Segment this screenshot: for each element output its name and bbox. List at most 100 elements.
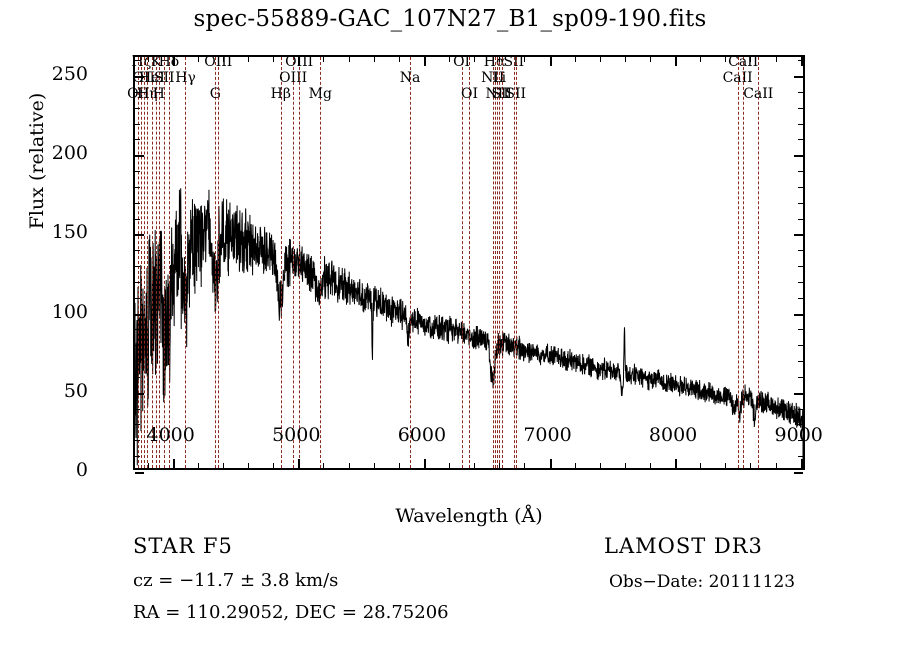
x-tick bbox=[750, 57, 752, 62]
spectral-line-label: NII bbox=[485, 86, 509, 102]
y-tick bbox=[798, 376, 803, 378]
y-tick bbox=[798, 123, 803, 125]
x-tick bbox=[172, 459, 175, 468]
spectral-line-marker bbox=[299, 57, 301, 468]
x-tick bbox=[474, 463, 476, 468]
coordinates: RA = 110.29052, DEC = 28.75206 bbox=[133, 602, 449, 623]
x-tick-label: 8000 bbox=[648, 424, 698, 446]
spectral-line-marker bbox=[497, 57, 499, 468]
spectral-line-label: Li bbox=[492, 70, 507, 86]
y-tick bbox=[135, 313, 144, 316]
spectral-line-label: SII bbox=[153, 70, 175, 86]
observation-date: Obs−Date: 20111123 bbox=[609, 572, 796, 592]
spectral-line-marker bbox=[513, 57, 515, 468]
x-tick bbox=[423, 459, 426, 468]
spectral-line-marker bbox=[151, 57, 153, 468]
y-tick bbox=[798, 424, 803, 426]
spectral-line-label: SII bbox=[491, 86, 513, 102]
x-tick bbox=[147, 463, 149, 468]
x-tick bbox=[248, 463, 250, 468]
y-tick bbox=[135, 218, 140, 220]
y-tick bbox=[135, 345, 140, 347]
x-tick bbox=[172, 57, 175, 66]
x-tick bbox=[222, 463, 224, 468]
x-tick-label: 5000 bbox=[272, 424, 321, 446]
x-tick bbox=[499, 463, 501, 468]
y-tick bbox=[135, 186, 140, 188]
spectral-line-marker bbox=[215, 57, 217, 468]
spectral-line-label: NII bbox=[481, 70, 505, 86]
y-tick bbox=[794, 234, 803, 237]
y-tick bbox=[798, 250, 803, 252]
x-tick bbox=[624, 57, 626, 62]
y-tick bbox=[135, 76, 144, 78]
spectral-line-marker bbox=[501, 57, 503, 468]
y-tick bbox=[135, 329, 140, 331]
spectral-line-marker bbox=[469, 57, 471, 468]
x-tick-label: 7000 bbox=[523, 424, 572, 446]
spectral-line-marker bbox=[461, 57, 463, 468]
x-tick bbox=[323, 57, 325, 62]
x-tick bbox=[449, 57, 451, 62]
x-tick bbox=[298, 459, 301, 468]
x-tick bbox=[197, 57, 199, 62]
y-tick bbox=[794, 76, 803, 78]
y-tick bbox=[135, 250, 140, 252]
spectral-line-label: Hβ bbox=[270, 86, 291, 102]
y-tick bbox=[794, 155, 803, 158]
y-tick bbox=[798, 281, 803, 283]
x-tick bbox=[147, 57, 149, 62]
spectral-line-label: OIII bbox=[204, 54, 233, 70]
x-tick bbox=[398, 57, 400, 62]
y-tick-label: 250 bbox=[51, 63, 88, 85]
spectral-line-label: CaII bbox=[743, 86, 774, 102]
spectral-line-label: OI bbox=[460, 86, 478, 102]
x-tick bbox=[348, 463, 350, 468]
y-tick bbox=[135, 155, 144, 158]
spectral-line-label: SII bbox=[503, 54, 525, 70]
spectral-line-label: G bbox=[209, 86, 221, 102]
x-tick bbox=[649, 57, 651, 62]
y-tick bbox=[135, 281, 140, 283]
x-tick bbox=[725, 57, 727, 62]
y-tick bbox=[798, 107, 803, 109]
x-tick-label: 9000 bbox=[774, 424, 823, 446]
x-tick bbox=[725, 463, 727, 468]
y-tick bbox=[798, 440, 803, 442]
spectral-line-marker bbox=[147, 57, 149, 468]
y-tick bbox=[798, 297, 803, 299]
x-tick bbox=[700, 57, 702, 62]
spectral-line-marker bbox=[218, 57, 220, 468]
x-tick bbox=[398, 463, 400, 468]
x-tick bbox=[599, 57, 601, 62]
spectral-line-label: OII bbox=[132, 70, 156, 86]
spectral-line-marker bbox=[410, 57, 412, 468]
y-tick bbox=[135, 376, 140, 378]
y-tick bbox=[798, 60, 803, 62]
y-tick bbox=[135, 266, 140, 268]
x-tick bbox=[499, 57, 501, 62]
spectral-line-marker bbox=[743, 57, 745, 468]
spectral-line-label: Mg bbox=[308, 86, 332, 102]
spectral-line-label: HeI bbox=[138, 70, 165, 86]
y-tick-label: 0 bbox=[75, 459, 88, 481]
y-tick bbox=[135, 139, 140, 141]
spectral-line-marker bbox=[156, 57, 158, 468]
x-tick bbox=[298, 57, 301, 66]
x-tick bbox=[700, 463, 702, 468]
spectral-line-marker bbox=[185, 57, 187, 468]
y-tick bbox=[798, 91, 803, 93]
y-tick bbox=[794, 392, 803, 395]
x-tick bbox=[624, 463, 626, 468]
spectral-line-marker bbox=[492, 57, 494, 468]
x-tick bbox=[323, 463, 325, 468]
y-tick bbox=[135, 171, 140, 173]
y-tick bbox=[798, 218, 803, 220]
spectral-line-label: K bbox=[150, 54, 162, 70]
y-tick bbox=[135, 123, 140, 125]
x-tick bbox=[574, 463, 576, 468]
y-tick bbox=[794, 313, 803, 316]
x-tick bbox=[675, 459, 678, 468]
y-tick bbox=[798, 202, 803, 204]
spectral-line-label: SII bbox=[505, 86, 527, 102]
